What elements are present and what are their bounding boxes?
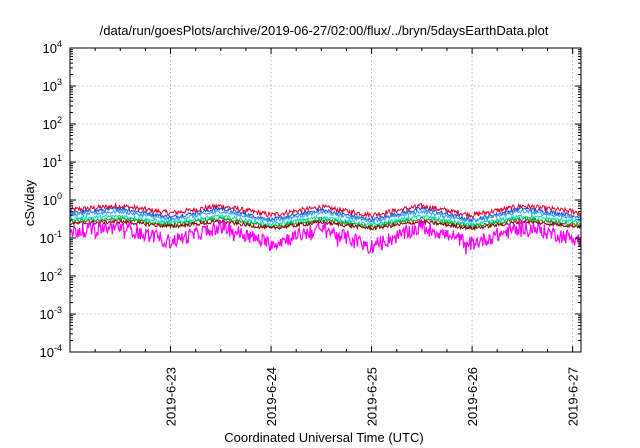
chart-title: /data/run/goesPlots/archive/2019-06-27/0…	[100, 23, 549, 38]
y-tick-label: 102	[43, 115, 62, 132]
x-tick-label: 2019-6-23	[164, 367, 179, 426]
series-line-6	[69, 218, 582, 232]
plot-frame	[69, 47, 582, 353]
x-axis-label: Coordinated Universal Time (UTC)	[224, 430, 423, 445]
series-line-1	[69, 202, 582, 219]
y-tick-label: 10-4	[40, 343, 62, 360]
series-line-7	[69, 219, 582, 255]
grid-lines	[70, 48, 581, 352]
series-line-3	[69, 208, 582, 224]
x-tick-label: 2019-6-24	[264, 367, 279, 426]
y-tick-label: 101	[43, 153, 62, 170]
y-tick-label: 10-1	[40, 229, 62, 246]
y-tick-label: 100	[43, 191, 62, 208]
plot-area	[69, 202, 582, 255]
series-line-5	[69, 215, 582, 230]
y-axis-label: cSv/day	[22, 179, 37, 226]
y-tick-label: 10-2	[40, 267, 62, 284]
y-tick-label: 103	[43, 77, 62, 94]
y-tick-label: 10-3	[40, 305, 62, 322]
axis-ticks: 104 103 102 101 100 10-1 10-2 10-3 10-4 2019-6-23…	[40, 39, 581, 426]
x-tick-label: 2019-6-26	[465, 367, 480, 426]
x-tick-label: 2019-6-25	[365, 367, 380, 426]
series-line-2	[69, 206, 582, 223]
y-tick-label: 104	[43, 39, 62, 56]
x-tick-label: 2019-6-27	[566, 367, 581, 426]
